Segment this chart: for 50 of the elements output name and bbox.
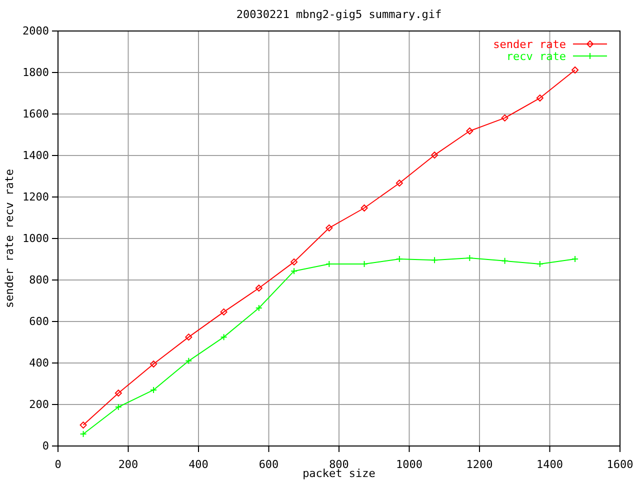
point bbox=[396, 180, 403, 187]
point bbox=[114, 390, 122, 397]
point bbox=[431, 152, 438, 159]
point bbox=[80, 422, 87, 429]
y-tick-label: 1000 bbox=[22, 232, 49, 246]
y-tick-label: 800 bbox=[29, 274, 49, 287]
point bbox=[396, 256, 403, 263]
x-tick-label: 600 bbox=[258, 458, 279, 472]
point bbox=[220, 308, 228, 316]
point bbox=[431, 256, 438, 264]
chart-title: 20030221 mbng2-gig5 summary.gif bbox=[236, 8, 442, 21]
point bbox=[150, 386, 158, 394]
point bbox=[150, 360, 158, 368]
point bbox=[290, 268, 298, 275]
y-tick-label: 0 bbox=[42, 440, 49, 453]
x-tick-label: 1200 bbox=[466, 458, 493, 472]
y-tick-label: 2000 bbox=[22, 24, 49, 38]
point bbox=[536, 260, 544, 268]
x-tick-label: 1600 bbox=[606, 458, 634, 472]
point bbox=[466, 128, 474, 135]
x-tick-label: 1000 bbox=[396, 458, 422, 472]
point bbox=[185, 334, 192, 341]
point bbox=[326, 224, 333, 232]
y-tick-label: 400 bbox=[29, 356, 49, 370]
x-tick-label: 400 bbox=[188, 458, 208, 472]
y-axis-title: sender rate recv rate bbox=[3, 168, 16, 308]
x-tick-label: 0 bbox=[54, 458, 62, 472]
y-tick-label: 200 bbox=[29, 398, 49, 412]
point bbox=[255, 304, 262, 312]
point bbox=[185, 357, 192, 364]
point bbox=[572, 66, 579, 74]
point bbox=[290, 258, 298, 266]
point bbox=[114, 403, 122, 410]
point bbox=[255, 284, 262, 292]
y-tick-label: 1200 bbox=[22, 190, 49, 204]
y-tick-label: 1400 bbox=[22, 149, 49, 162]
x-tick-label: 1400 bbox=[536, 458, 563, 472]
point bbox=[501, 257, 508, 264]
y-tick-label: 1600 bbox=[22, 108, 49, 121]
point bbox=[360, 204, 368, 212]
legend-label: recv rate bbox=[506, 50, 566, 63]
y-tick-label: 600 bbox=[29, 315, 49, 328]
point bbox=[466, 254, 474, 262]
y-tick-label: 1800 bbox=[22, 66, 49, 80]
legend-label: sender rate bbox=[493, 38, 566, 51]
point bbox=[501, 114, 508, 122]
point bbox=[536, 94, 544, 102]
x-tick-label: 200 bbox=[118, 458, 138, 472]
x-axis-title: packet size bbox=[302, 467, 376, 480]
point bbox=[220, 334, 228, 341]
